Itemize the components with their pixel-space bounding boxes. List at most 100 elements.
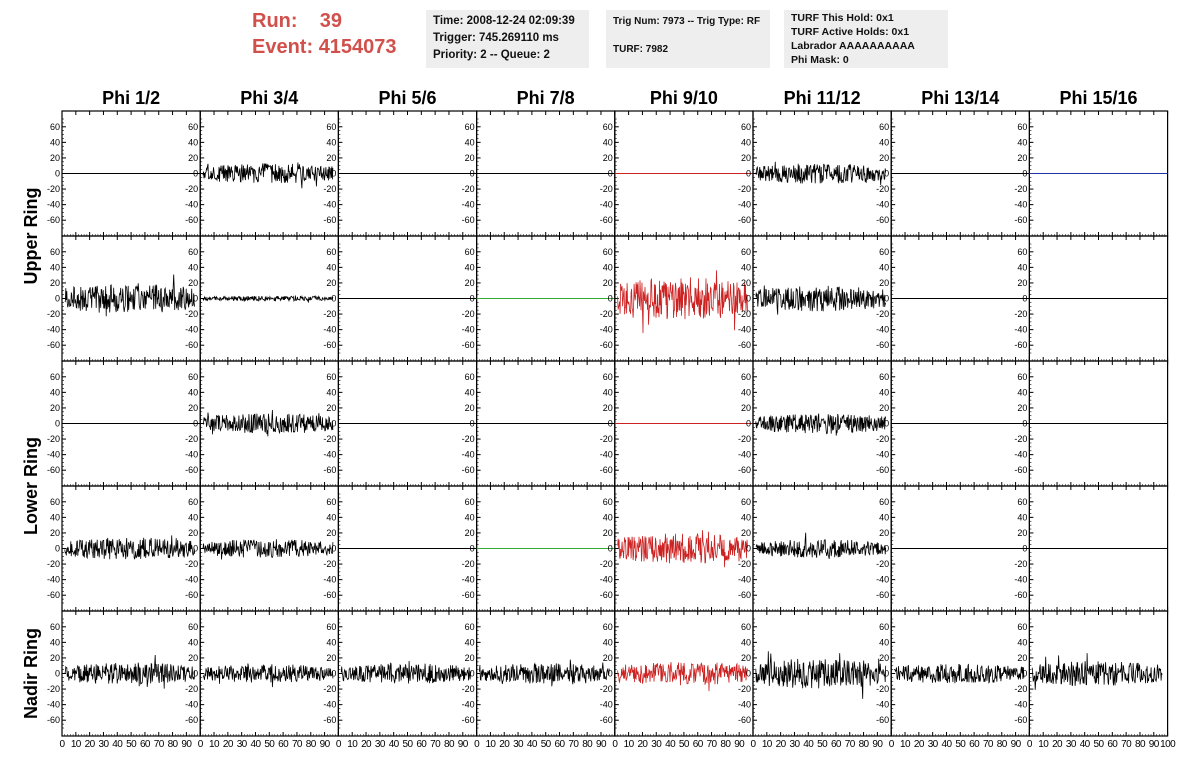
x-tick-label: 60 xyxy=(416,739,427,750)
y-tick-label: -60 xyxy=(185,715,198,725)
y-tick-label: -60 xyxy=(47,340,60,350)
y-tick-label: -40 xyxy=(738,450,751,460)
y-tick-label: -60 xyxy=(185,465,198,475)
y-tick-label: 60 xyxy=(326,372,336,382)
y-tick-label: 40 xyxy=(879,637,889,647)
y-tick-label: 20 xyxy=(1017,653,1027,663)
y-tick-label: 60 xyxy=(879,122,889,132)
x-tick-label: 0 xyxy=(60,739,66,750)
y-tick-label: -40 xyxy=(738,575,751,585)
y-tick-label: -20 xyxy=(323,184,336,194)
y-tick-label: 0 xyxy=(884,419,889,429)
y-tick-label: -60 xyxy=(185,590,198,600)
y-tick-label: 40 xyxy=(741,262,751,272)
y-tick-label: 20 xyxy=(741,278,751,288)
y-tick-label: -60 xyxy=(47,215,60,225)
turf-info-box: TURF This Hold: 0x1 TURF Active Holds: 0… xyxy=(784,10,948,68)
time-line: Time: 2008-12-24 02:09:39 xyxy=(433,15,575,27)
x-tick-label: 50 xyxy=(126,739,137,750)
x-tick-label: 40 xyxy=(251,739,262,750)
y-tick-label: -40 xyxy=(185,450,198,460)
ring-label-3: Nadir Ring xyxy=(21,628,41,719)
x-tick-label: 0 xyxy=(198,739,204,750)
y-tick-label: 20 xyxy=(465,153,475,163)
y-tick-label: -40 xyxy=(47,700,60,710)
waveform-trace xyxy=(202,294,334,303)
y-tick-label: -20 xyxy=(876,434,889,444)
y-tick-label: 20 xyxy=(741,403,751,413)
y-tick-label: 60 xyxy=(1017,372,1027,382)
y-tick-label: 0 xyxy=(470,169,475,179)
y-tick-label: 40 xyxy=(741,387,751,397)
y-tick-label: 20 xyxy=(879,403,889,413)
priority-line: Priority: 2 -- Queue: 2 xyxy=(433,49,550,61)
x-tick-label: 50 xyxy=(817,739,828,750)
trig-info-box: Trig Num: 7973 -- Trig Type: RF TURF: 79… xyxy=(606,10,770,68)
y-tick-label: 60 xyxy=(741,497,751,507)
y-tick-label: 60 xyxy=(741,622,751,632)
y-tick-label: 60 xyxy=(188,247,198,257)
y-tick-label: 60 xyxy=(465,122,475,132)
column-title-7: Phi 13/14 xyxy=(921,88,999,108)
y-tick-label: 20 xyxy=(1017,528,1027,538)
y-tick-label: 0 xyxy=(331,294,336,304)
y-tick-label: 60 xyxy=(50,247,60,257)
y-tick-label: -40 xyxy=(462,575,475,585)
y-tick-label: -40 xyxy=(600,325,613,335)
y-tick-label: -20 xyxy=(738,559,751,569)
y-tick-label: 0 xyxy=(608,169,613,179)
column-title-4: Phi 7/8 xyxy=(517,88,575,108)
x-tick-label: 70 xyxy=(983,739,994,750)
y-tick-label: -60 xyxy=(600,590,613,600)
y-tick-label: 40 xyxy=(741,512,751,522)
y-tick-label: 0 xyxy=(331,169,336,179)
y-tick-label: -40 xyxy=(876,325,889,335)
x-tick-label: 50 xyxy=(955,739,966,750)
y-tick-label: -20 xyxy=(876,684,889,694)
x-tick-label: 20 xyxy=(499,739,510,750)
y-tick-label: -20 xyxy=(47,184,60,194)
y-tick-label: 20 xyxy=(879,153,889,163)
waveform-trace xyxy=(202,663,334,688)
y-tick-label: -20 xyxy=(185,309,198,319)
y-tick-label: -20 xyxy=(1014,309,1027,319)
y-tick-label: 20 xyxy=(879,278,889,288)
y-tick-label: 0 xyxy=(884,544,889,554)
y-tick-label: 20 xyxy=(188,153,198,163)
y-tick-label: -60 xyxy=(876,590,889,600)
y-tick-label: -40 xyxy=(600,450,613,460)
y-tick-label: -20 xyxy=(323,684,336,694)
waveform-trace xyxy=(617,270,748,334)
y-tick-label: -40 xyxy=(462,700,475,710)
y-tick-label: 40 xyxy=(326,387,336,397)
x-tick-label: 10 xyxy=(1038,739,1049,750)
y-tick-label: -60 xyxy=(47,715,60,725)
y-tick-label: -60 xyxy=(323,590,336,600)
x-tick-label: 60 xyxy=(278,739,289,750)
x-tick-label: 60 xyxy=(140,739,151,750)
y-tick-label: 40 xyxy=(603,512,613,522)
y-tick-label: 0 xyxy=(608,669,613,679)
y-tick-label: -60 xyxy=(1014,340,1027,350)
x-tick-label: 60 xyxy=(555,739,566,750)
y-tick-label: 0 xyxy=(55,669,60,679)
y-tick-label: 20 xyxy=(465,528,475,538)
y-tick-label: 40 xyxy=(50,512,60,522)
x-tick-label: 10 xyxy=(485,739,496,750)
column-title-3: Phi 5/6 xyxy=(378,88,436,108)
turf-hold-line: TURF This Hold: 0x1 xyxy=(791,12,894,24)
x-tick-label: 90 xyxy=(458,739,469,750)
run-event-box: Run: 39 Event: 4154073 xyxy=(252,8,397,60)
phi-mask-line: Phi Mask: 0 xyxy=(791,54,849,66)
y-tick-label: -20 xyxy=(462,184,475,194)
y-tick-label: -60 xyxy=(462,465,475,475)
y-tick-label: 60 xyxy=(1017,497,1027,507)
x-tick-label: 70 xyxy=(1121,739,1132,750)
x-tick-label: 90 xyxy=(734,739,745,750)
y-tick-label: 40 xyxy=(188,387,198,397)
y-tick-label: 0 xyxy=(746,669,751,679)
y-tick-label: 40 xyxy=(879,512,889,522)
waveform-trace xyxy=(755,532,887,559)
y-tick-label: -60 xyxy=(738,590,751,600)
